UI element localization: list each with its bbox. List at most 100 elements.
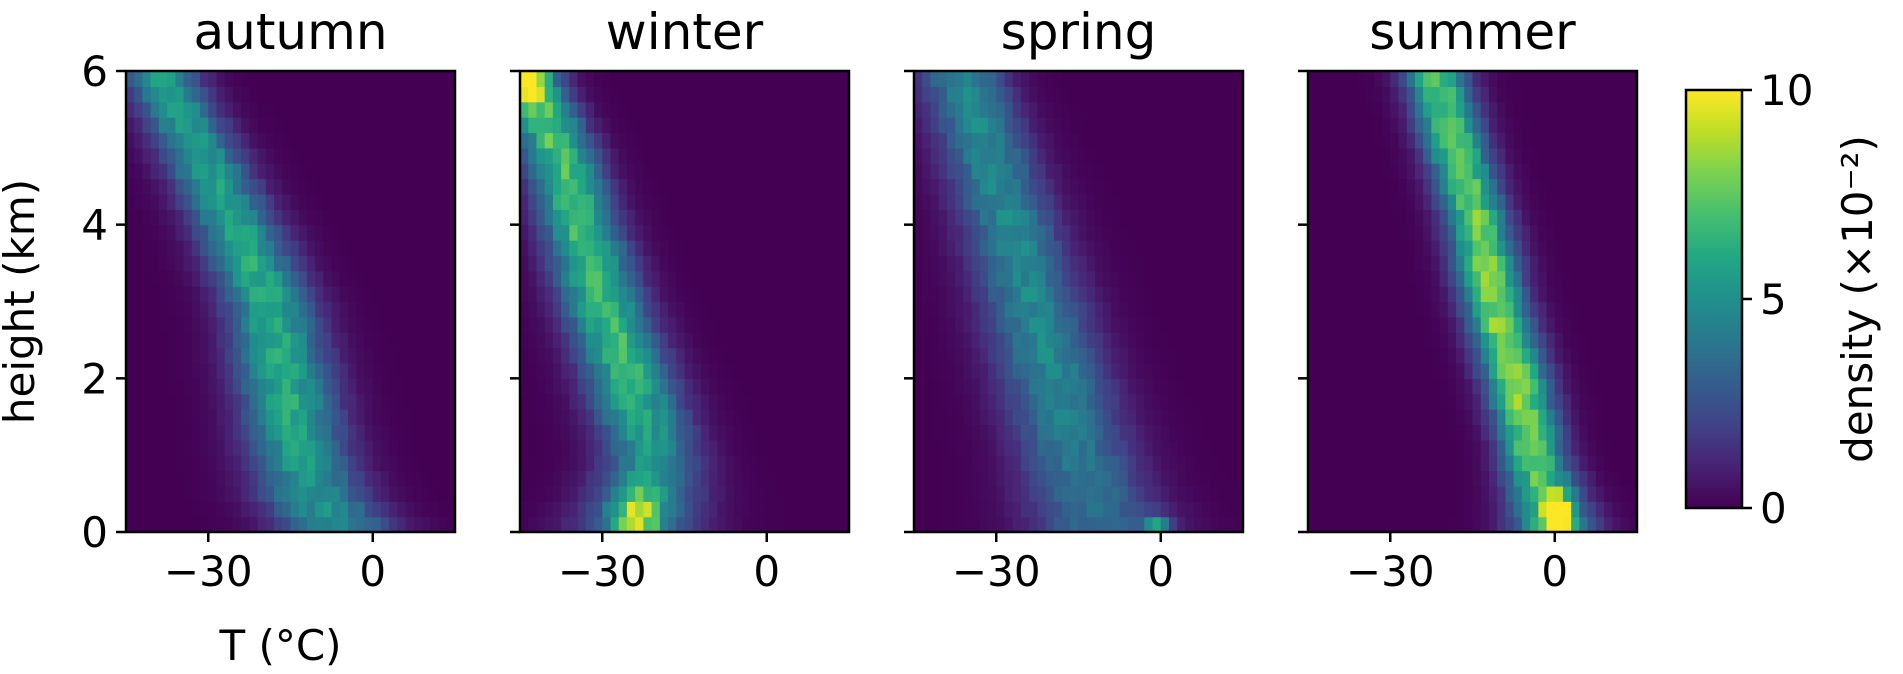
heatmap-cell [930, 147, 940, 164]
heatmap-cell [955, 270, 964, 287]
heatmap-cell [1579, 424, 1589, 441]
heatmap-cell [1136, 470, 1145, 487]
heatmap-cell [1062, 163, 1071, 180]
heatmap-cell [520, 193, 529, 210]
heatmap-cell [1505, 409, 1515, 426]
heatmap-cell [430, 424, 440, 441]
heatmap-cell [1045, 409, 1055, 426]
heatmap-cell [306, 224, 316, 241]
heatmap-cell [1439, 439, 1449, 456]
heatmap-cell [1604, 132, 1613, 149]
heatmap-cell [1414, 286, 1424, 303]
heatmap-cell [651, 470, 661, 487]
panel-title: spring [1001, 3, 1157, 61]
heatmap-cell [1480, 316, 1490, 333]
heatmap-cell [1562, 424, 1572, 441]
heatmap-cell [372, 439, 382, 456]
heatmap-cell [1604, 501, 1613, 518]
heatmap-cell [594, 301, 603, 318]
heatmap-cell [1406, 378, 1416, 395]
heatmap-cell [1020, 393, 1030, 410]
heatmap-cell [1152, 117, 1162, 134]
heatmap-cell [807, 516, 817, 533]
heatmap-cell [1234, 424, 1244, 441]
heatmap-cell [1595, 224, 1605, 241]
heatmap-cell [955, 86, 964, 103]
heatmap-cell [552, 362, 562, 379]
heatmap-cell [602, 132, 612, 149]
heatmap-cell [783, 516, 793, 533]
heatmap-cell [1365, 393, 1375, 410]
heatmap-cell [733, 470, 743, 487]
heatmap-cell [438, 332, 448, 349]
heatmap-cell [594, 516, 603, 533]
heatmap-cell [979, 316, 989, 333]
heatmap-cell [774, 255, 784, 272]
heatmap-cell [1020, 147, 1030, 164]
heatmap-cell [783, 362, 793, 379]
heatmap-cell [651, 424, 661, 441]
heatmap-cell [1587, 286, 1597, 303]
heatmap-cell [446, 209, 456, 226]
heatmap-cell [971, 209, 981, 226]
heatmap-cell [1423, 439, 1432, 456]
heatmap-cell [733, 209, 743, 226]
heatmap-cell [1587, 240, 1597, 256]
heatmap-cell [1382, 455, 1391, 472]
heatmap-cell [200, 286, 209, 303]
heatmap-cell [1168, 393, 1178, 410]
heatmap-cell [1414, 224, 1424, 241]
heatmap-cell [446, 501, 456, 518]
heatmap-cell [1612, 362, 1622, 379]
x-tick-label: −30 [952, 547, 1041, 596]
heatmap-cell [1086, 378, 1096, 395]
heatmap-cell [1488, 101, 1498, 118]
heatmap-cell [126, 255, 135, 272]
heatmap-cell [1497, 255, 1506, 272]
heatmap-cell [208, 485, 218, 502]
heatmap-cell [1390, 455, 1400, 472]
heatmap-cell [594, 117, 603, 134]
heatmap-cell [282, 132, 292, 149]
heatmap-cell [1472, 301, 1482, 318]
heatmap-cell [175, 270, 185, 287]
heatmap-cell [544, 347, 554, 364]
heatmap-cell [216, 439, 226, 456]
heatmap-cell [840, 316, 850, 333]
heatmap-cell [544, 117, 554, 134]
heatmap-cell [725, 378, 735, 395]
heatmap-cell [700, 178, 710, 195]
heatmap-cell [389, 255, 399, 272]
heatmap-cell [257, 485, 267, 502]
heatmap-cell [1185, 163, 1195, 180]
heatmap-cell [1070, 255, 1080, 272]
heatmap-cell [356, 424, 366, 441]
heatmap-cell [1234, 362, 1244, 379]
heatmap-cell [315, 455, 324, 472]
heatmap-cell [1554, 455, 1564, 472]
heatmap-cell [1201, 132, 1211, 149]
heatmap-cell [1497, 86, 1506, 103]
heatmap-cell [520, 71, 529, 87]
heatmap-cell [216, 516, 226, 533]
heatmap-cell [216, 178, 226, 195]
heatmap-cell [528, 424, 538, 441]
heatmap-cell [175, 347, 185, 364]
heatmap-cell [750, 501, 760, 518]
heatmap-cell [684, 270, 694, 287]
heatmap-cell [306, 393, 316, 410]
heatmap-cell [1579, 71, 1589, 87]
heatmap-cell [1127, 71, 1137, 87]
heatmap-cell [1612, 255, 1622, 272]
heatmap-cell [134, 147, 144, 164]
colorbar-tick-label: 0 [1760, 484, 1787, 533]
heatmap-cell [979, 101, 989, 118]
heatmap-cell [389, 332, 399, 349]
heatmap-cell [979, 332, 989, 349]
heatmap-cell [306, 101, 316, 118]
heatmap-cell [569, 147, 579, 164]
heatmap-cell [594, 101, 603, 118]
heatmap-cell [1414, 362, 1424, 379]
heatmap-cell [1439, 362, 1449, 379]
